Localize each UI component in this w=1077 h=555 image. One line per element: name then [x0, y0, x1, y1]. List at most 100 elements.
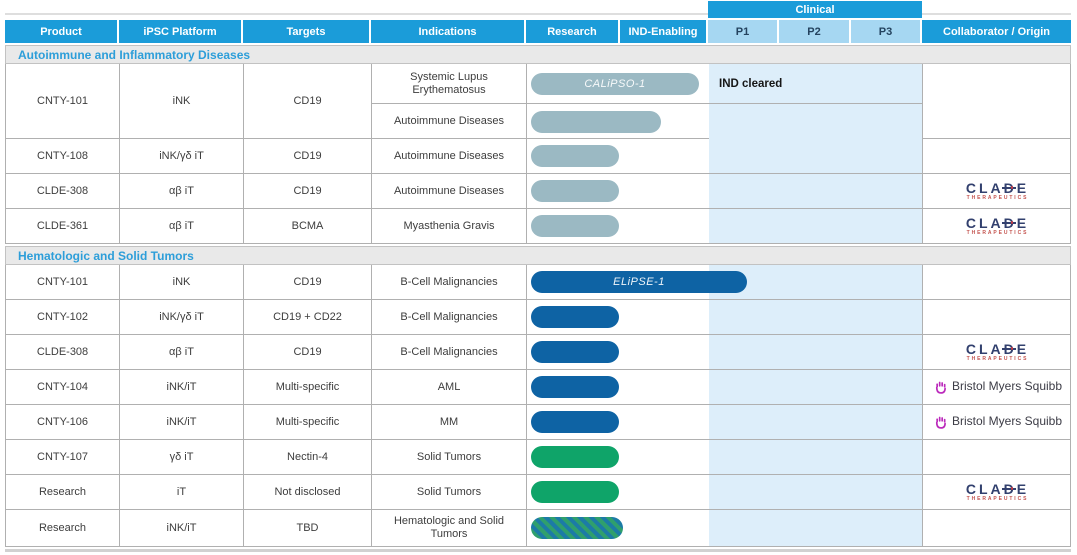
col-header-collaborator: Collaborator / Origin [922, 20, 1071, 43]
collaborator-cell: CLADE THERAPEUTICS [923, 335, 1072, 369]
clinical-phase-background [709, 139, 922, 173]
collaborator-cell [923, 440, 1072, 474]
progress-bar [531, 215, 619, 237]
progress-bar-hatched [531, 517, 623, 539]
clinical-phase-background [709, 405, 922, 439]
indication: MM [372, 405, 527, 439]
clade-therapeutics-logo: CLADE THERAPEUTICS [966, 216, 1029, 236]
clinical-phase-background [709, 209, 922, 243]
clinical-phase-background [709, 510, 922, 546]
target: CD19 [244, 174, 372, 208]
product-name: CNTY-101 [6, 64, 120, 139]
col-header-p1: P1 [708, 20, 779, 43]
clade-tagline: THERAPEUTICS [966, 496, 1029, 502]
col-header-p2: P2 [779, 20, 851, 43]
progress-bar [531, 180, 619, 202]
collaborator-cell: CLADE THERAPEUTICS [923, 174, 1072, 208]
clade-d-bar [1002, 488, 1017, 490]
product-name: Research [6, 475, 120, 509]
column-header-row: Product iPSC Platform Targets Indication… [5, 20, 1071, 43]
collaborator-cell [923, 139, 1072, 173]
pipeline-row-cnty107: CNTY-107 γδ iT Nectin-4 Solid Tumors [5, 440, 1071, 475]
product-name: CLDE-308 [6, 335, 120, 369]
target: Not disclosed [244, 475, 372, 509]
clade-wordmark: CLADE [965, 341, 1030, 357]
progress-bar: CALiPSO-1 [531, 72, 699, 95]
collaborator-cell: Bristol Myers Squibb [923, 370, 1072, 404]
indication: Autoimmune Diseases [372, 104, 527, 139]
indication: AML [372, 370, 527, 404]
clade-red-dot [1010, 487, 1014, 490]
pipeline-row-cnty101-autoimmune: CNTY-101 iNK CD19 Systemic Lupus Erythem… [5, 64, 1071, 139]
stage-track [527, 440, 923, 474]
product-name: CNTY-102 [6, 300, 120, 334]
progress-bar [531, 145, 619, 167]
col-header-product: Product [5, 20, 119, 43]
clade-red-dot [1010, 186, 1014, 189]
indication: B-Cell Malignancies [372, 335, 527, 369]
progress-bar [531, 376, 619, 398]
table-bottom-border [5, 549, 1071, 552]
product-name: CNTY-101 [6, 265, 120, 299]
indication: Autoimmune Diseases [372, 174, 527, 208]
progress-bar [531, 411, 619, 433]
clinical-phase-background [709, 104, 922, 139]
ipsc-platform: αβ iT [120, 174, 244, 208]
pipeline-row-clde308-heme: CLDE-308 αβ iT CD19 B-Cell Malignancies … [5, 335, 1071, 370]
ipsc-platform: αβ iT [120, 209, 244, 243]
ipsc-platform: iNK/γδ iT [120, 300, 244, 334]
clade-red-dot [1010, 347, 1014, 350]
bristol-myers-squibb-logo: Bristol Myers Squibb [933, 414, 1062, 430]
pipeline-row-cnty101-heme: CNTY-101 iNK CD19 B-Cell Malignancies EL… [5, 265, 1071, 300]
ipsc-platform: γδ iT [120, 440, 244, 474]
ipsc-platform: iNK/iT [120, 510, 244, 546]
stage-track [527, 300, 923, 334]
product-name: CNTY-107 [6, 440, 120, 474]
indication: B-Cell Malignancies [372, 265, 527, 299]
stage-track [527, 405, 923, 439]
clade-therapeutics-logo: CLADE THERAPEUTICS [966, 342, 1029, 362]
clade-tagline: THERAPEUTICS [966, 356, 1029, 362]
stage-track: ELiPSE-1 [527, 265, 923, 299]
product-name: Research [6, 510, 120, 546]
col-header-indications: Indications [371, 20, 526, 43]
target: CD19 + CD22 [244, 300, 372, 334]
ipsc-platform: iNK/γδ iT [120, 139, 244, 173]
col-header-platform: iPSC Platform [119, 20, 243, 43]
pipeline-table: Product iPSC Platform Targets Indication… [5, 20, 1071, 547]
progress-bar [531, 306, 619, 328]
stage-track [527, 174, 923, 208]
product-name: CLDE-308 [6, 174, 120, 208]
pipeline-row-cnty104: CNTY-104 iNK/iT Multi-specific AML Brist… [5, 370, 1071, 405]
stage-track [527, 475, 923, 509]
clade-d-bar [1002, 222, 1017, 224]
pipeline-row-research-it: Research iT Not disclosed Solid Tumors C… [5, 475, 1071, 510]
indication: Systemic Lupus Erythematosus [372, 64, 527, 104]
clinical-phase-background [709, 475, 922, 509]
clade-wordmark: CLADE [965, 215, 1030, 231]
indication: Solid Tumors [372, 475, 527, 509]
target: BCMA [244, 209, 372, 243]
indication: Autoimmune Diseases [372, 139, 527, 173]
progress-bar [531, 446, 619, 468]
clinical-group-header: Clinical [708, 1, 922, 20]
section-header-autoimmune: Autoimmune and Inflammatory Diseases [5, 45, 1071, 64]
stage-track [527, 209, 923, 243]
indication: Myasthenia Gravis [372, 209, 527, 243]
indication: B-Cell Malignancies [372, 300, 527, 334]
collaborator-cell [923, 300, 1072, 334]
progress-bar [531, 110, 661, 133]
clinical-phase-background [709, 174, 922, 208]
collaborator-cell [923, 265, 1072, 299]
clade-tagline: THERAPEUTICS [966, 195, 1029, 201]
col-header-p3: P3 [851, 20, 922, 43]
indication: Hematologic and Solid Tumors [372, 510, 527, 546]
clade-wordmark: CLADE [965, 481, 1030, 497]
table-top-border [5, 13, 1071, 15]
target: CD19 [244, 265, 372, 299]
bms-hand-icon [935, 416, 946, 429]
stage-track [527, 510, 923, 546]
collaborator-cell: CLADE THERAPEUTICS [923, 475, 1072, 509]
ipsc-platform: iNK [120, 265, 244, 299]
clade-d-bar [1002, 348, 1017, 350]
